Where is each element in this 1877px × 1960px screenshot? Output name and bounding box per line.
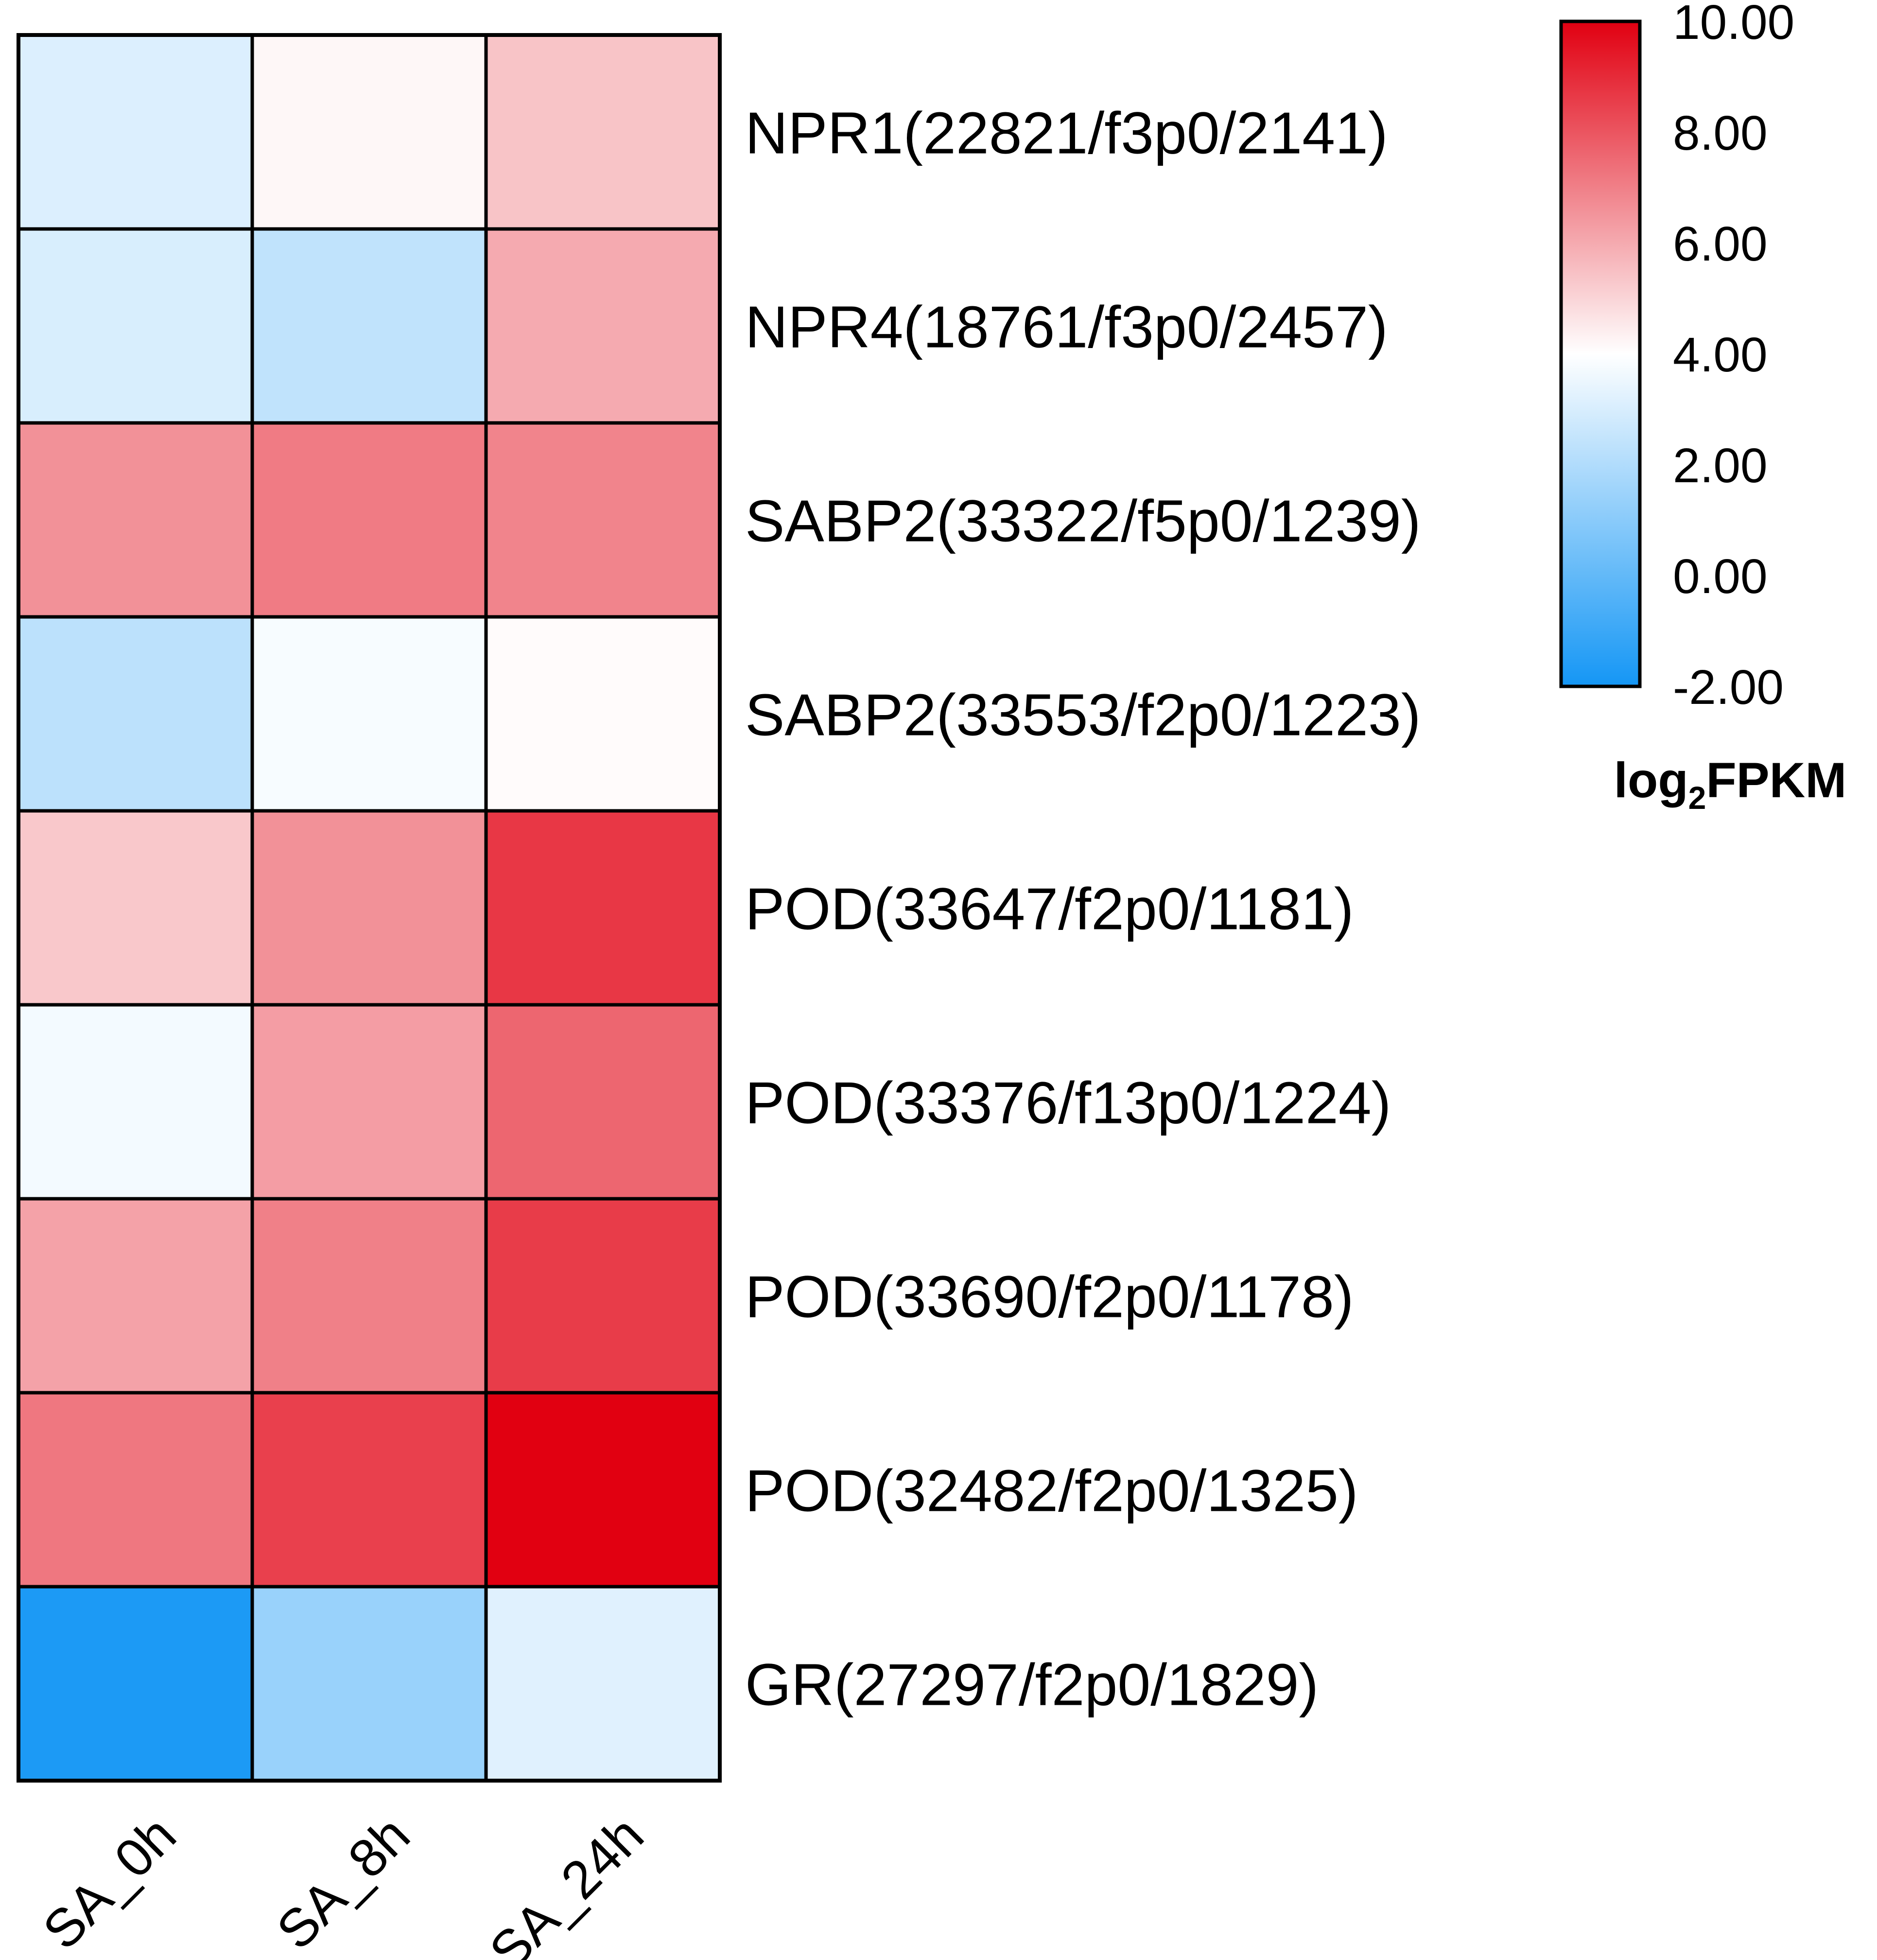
heatmap-cell (484, 1003, 722, 1201)
color-scale-ticks: 10.00 8.00 6.00 4.00 2.00 0.00 -2.00 (1673, 0, 1794, 715)
row-label: SABP2(33553/f2p0/1223) (745, 682, 1421, 748)
heatmap-cell (250, 1197, 488, 1395)
color-scale-title: log2FPKM (1614, 752, 1847, 816)
row-label: NPR4(18761/f3p0/2457) (745, 294, 1388, 360)
column-label: SA_24h (478, 1805, 655, 1960)
heatmap-cell (250, 33, 488, 231)
color-scale-tick-label: 6.00 (1673, 217, 1768, 271)
heatmap-cell (484, 809, 722, 1007)
column-label: SA_0h (32, 1805, 188, 1960)
heatmap-cell (250, 421, 488, 619)
row-label: POD(33376/f13p0/1224) (745, 1070, 1391, 1136)
heatmap-cell (484, 33, 722, 231)
heatmap-cell (250, 1391, 488, 1589)
row-label: GR(27297/f2p0/1829) (745, 1652, 1319, 1718)
row-label: POD(33690/f2p0/1178) (745, 1264, 1354, 1330)
heatmap-cell (250, 227, 488, 425)
heatmap-cell (484, 227, 722, 425)
color-scale-legend: 10.00 8.00 6.00 4.00 2.00 0.00 -2.00 log2FPKM (1559, 0, 1847, 816)
row-label: SABP2(33322/f5p0/1239) (745, 488, 1421, 554)
heatmap-cell (17, 227, 254, 425)
heatmap-cell (484, 1585, 722, 1783)
heatmap-cell (250, 1585, 488, 1783)
heatmap-cell (484, 1391, 722, 1589)
color-scale-tick-label: 8.00 (1673, 106, 1768, 160)
heatmap-cell (484, 1197, 722, 1395)
color-scale-title-subscript: 2 (1688, 780, 1706, 816)
heatmap-cell (17, 1003, 254, 1201)
column-label: SA_8h (265, 1805, 421, 1960)
heatmap-cell (484, 615, 722, 813)
heatmap-cell (250, 615, 488, 813)
color-scale-tick-label: 4.00 (1673, 328, 1768, 382)
heatmap-cell (250, 809, 488, 1007)
heatmap-cell (484, 421, 722, 619)
heatmap-cell (250, 1003, 488, 1201)
color-scale-tick-label: 10.00 (1673, 0, 1794, 50)
heatmap-cell (17, 809, 254, 1007)
row-labels: NPR1(22821/f3p0/2141) NPR4(18761/f3p0/245… (745, 100, 1421, 1718)
heatmap-cell (17, 33, 254, 231)
heatmap-cell (17, 1391, 254, 1589)
heatmap-cell (17, 421, 254, 619)
heatmap-cell (17, 1197, 254, 1395)
row-label: NPR1(22821/f3p0/2141) (745, 100, 1388, 166)
heatmap-cell (17, 615, 254, 813)
row-label: POD(33647/f2p0/1181) (745, 876, 1354, 942)
color-scale-tick-label: -2.00 (1673, 660, 1784, 715)
column-labels: SA_0h SA_8h SA_24h (32, 1805, 655, 1960)
color-scale-title-main: log (1614, 752, 1688, 808)
color-scale-bar (1559, 19, 1642, 688)
heatmap-cells (17, 33, 722, 1783)
color-scale-tick-label: 0.00 (1673, 549, 1768, 604)
color-scale-title-rest: FPKM (1706, 752, 1846, 808)
heatmap-border (17, 33, 722, 1783)
color-scale-tick-label: 2.00 (1673, 438, 1768, 493)
heatmap-cell (17, 1585, 254, 1783)
row-label: POD(32482/f2p0/1325) (745, 1458, 1358, 1524)
